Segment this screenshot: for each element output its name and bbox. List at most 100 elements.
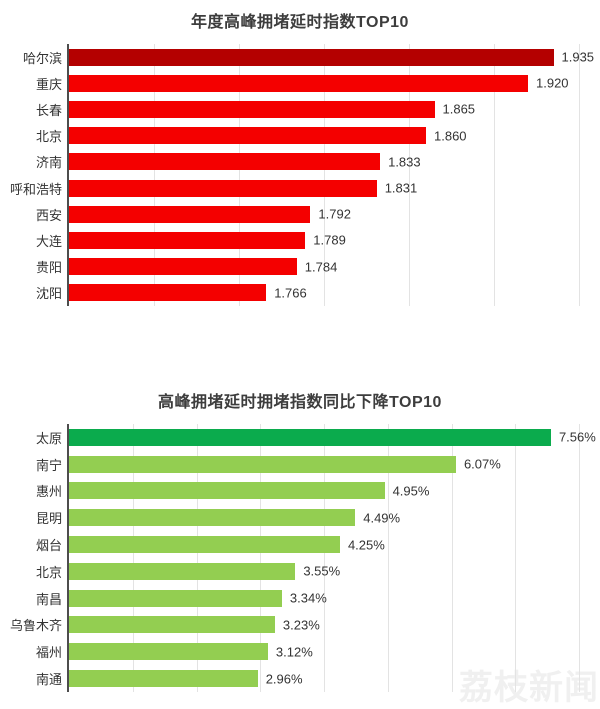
bar-track: 7.56% [69, 428, 596, 446]
bar [69, 284, 267, 302]
bar-track: 1.789 [69, 231, 579, 249]
bar-row: 重庆 1.920 [0, 74, 600, 93]
bar-row: 烟台 4.25% [0, 535, 600, 554]
bar-row: 昆明 4.49% [0, 508, 600, 527]
gridline [260, 424, 262, 692]
bar [69, 643, 268, 661]
value-label: 1.860 [434, 128, 467, 144]
value-label: 1.920 [536, 75, 569, 91]
category-label: 南宁 [35, 457, 62, 473]
category-label: 太原 [35, 430, 62, 446]
gridline [409, 44, 410, 306]
bar [69, 153, 381, 171]
category-label: 惠州 [35, 484, 62, 500]
bar-track: 1.920 [69, 74, 579, 92]
bar [69, 455, 456, 473]
bar-row: 太原 7.56% [0, 428, 600, 447]
bar-row: 福州 3.12% [0, 642, 600, 661]
bar-track: 1.865 [69, 100, 579, 118]
watermark: 荔枝新闻 [459, 669, 599, 707]
bar-track: 3.34% [69, 589, 579, 607]
value-label: 3.12% [275, 644, 313, 660]
gridline [154, 44, 155, 306]
gridline [132, 424, 134, 692]
category-label: 哈尔滨 [22, 50, 62, 66]
category-label: 烟台 [35, 538, 62, 554]
category-label: 北京 [35, 564, 62, 580]
bar-row: 惠州 4.95% [0, 481, 600, 500]
gridline [515, 424, 517, 692]
gridline [494, 44, 495, 306]
value-label: 1.792 [318, 206, 351, 222]
value-label: 3.55% [303, 563, 341, 579]
bar-track: 2.96% [69, 670, 579, 688]
category-label: 昆明 [35, 511, 62, 527]
bar [69, 127, 426, 145]
value-label: 1.833 [388, 154, 421, 170]
value-label: 3.23% [282, 617, 320, 633]
value-label: 2.96% [265, 671, 303, 687]
category-label: 贵阳 [35, 260, 62, 276]
bar [69, 562, 296, 580]
bar [69, 670, 258, 688]
bar-row: 南昌 3.34% [0, 589, 600, 608]
bar-track: 4.25% [69, 536, 579, 554]
bar [69, 258, 297, 276]
gridline [451, 424, 453, 692]
gridline [239, 44, 240, 306]
gridline [387, 424, 389, 692]
bar-row: 呼和浩特 1.831 [0, 179, 600, 198]
category-label: 南通 [35, 672, 62, 688]
bar-track: 4.95% [69, 482, 579, 500]
bar-track: 3.55% [69, 562, 579, 580]
bar-track: 1.935 [69, 48, 594, 66]
bar [69, 509, 356, 527]
bar-track: 1.860 [69, 127, 579, 145]
bar [69, 231, 306, 249]
bar-row: 哈尔滨 1.935 [0, 48, 600, 67]
bar-row: 西安 1.792 [0, 205, 600, 224]
value-label: 4.25% [347, 537, 385, 553]
category-label: 沈阳 [35, 286, 62, 302]
gridline [196, 424, 198, 692]
bar-track: 3.23% [69, 616, 579, 634]
value-label: 1.865 [442, 101, 476, 117]
bar [69, 179, 377, 197]
category-label: 济南 [35, 155, 62, 171]
bar-row: 南通 2.96% [0, 669, 600, 688]
bar-row: 大连 1.789 [0, 231, 600, 250]
bar-row: 南宁 6.07% [0, 455, 600, 474]
gridline [324, 44, 325, 306]
bar [69, 205, 311, 223]
bar [69, 48, 554, 66]
bar [69, 428, 551, 446]
value-label: 6.07% [463, 456, 501, 472]
axis-and-gridlines [67, 424, 580, 692]
category-label: 长春 [35, 102, 62, 118]
category-label: 福州 [35, 645, 62, 661]
value-label: 1.789 [313, 232, 346, 248]
bar-track: 1.784 [69, 258, 579, 276]
value-label: 1.766 [274, 285, 307, 301]
axis-and-gridlines [67, 44, 580, 306]
bar [69, 74, 528, 92]
bar-row: 北京 1.860 [0, 126, 600, 145]
bar-rows: 哈尔滨 1.935 重庆 1.920 长春 1.865 北京 1.860 济南 1.833 呼和浩特… [0, 44, 600, 306]
chart-congestion-index-yoy-decline: 高峰拥堵延时拥堵指数同比下降TOP10 太原 7.56% 南宁 6.07% 惠州 4.95… [0, 380, 600, 705]
bar [69, 536, 340, 554]
plot-area: 哈尔滨 1.935 重庆 1.920 长春 1.865 北京 1.860 济南 1.833 呼和浩特… [0, 44, 600, 306]
category-label: 呼和浩特 [9, 181, 62, 197]
value-label: 1.784 [304, 259, 338, 275]
chart-title: 年度高峰拥堵延时指数TOP10 [191, 14, 409, 31]
category-label: 大连 [35, 233, 62, 249]
category-label: 北京 [35, 129, 62, 145]
value-label: 4.49% [363, 510, 401, 526]
bar-track: 6.07% [69, 455, 579, 473]
bar [69, 616, 275, 634]
category-label: 重庆 [35, 76, 62, 92]
gridline [579, 424, 580, 692]
bar-track: 3.12% [69, 643, 579, 661]
bar-rows: 太原 7.56% 南宁 6.07% 惠州 4.95% 昆明 4.49% 烟台 4.25% 北京 3.5… [0, 424, 600, 692]
category-label: 西安 [35, 207, 62, 223]
bar-row: 乌鲁木齐 3.23% [0, 615, 600, 634]
